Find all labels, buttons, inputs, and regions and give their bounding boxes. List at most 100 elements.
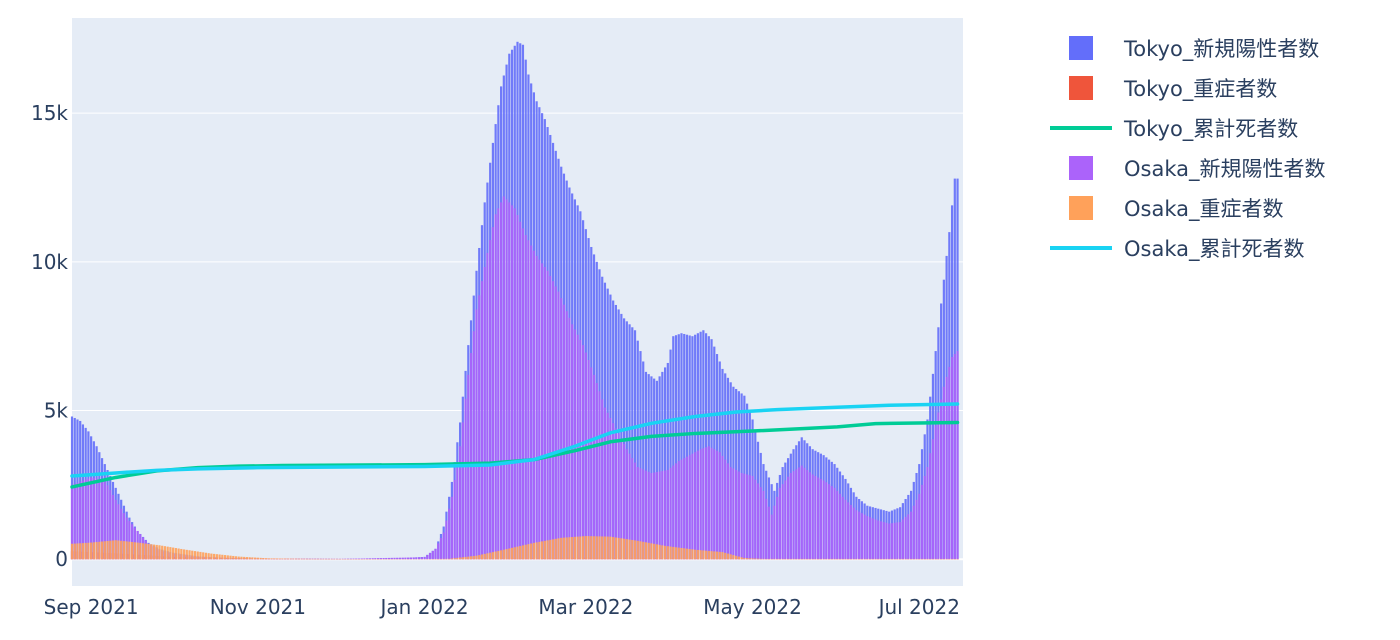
bar — [472, 331, 475, 560]
bar — [735, 555, 738, 560]
bar — [289, 558, 292, 560]
bar — [264, 558, 268, 560]
bar — [669, 546, 672, 560]
bar — [256, 557, 259, 560]
bar — [259, 557, 262, 560]
bar — [469, 556, 473, 560]
bar — [827, 484, 831, 560]
bar — [155, 544, 158, 560]
bar — [530, 245, 533, 560]
bar — [702, 448, 705, 560]
bar — [699, 331, 702, 560]
bar — [814, 475, 817, 560]
bar — [541, 541, 544, 560]
bar — [595, 383, 598, 560]
bar — [811, 474, 814, 560]
bar — [653, 543, 656, 560]
bar — [464, 398, 467, 560]
bar — [486, 553, 489, 560]
bar — [524, 544, 527, 560]
x-tick-label: Jul 2022 — [877, 595, 960, 619]
legend-item[interactable]: Tokyo_累計死者数 — [1050, 117, 1298, 142]
legend-item[interactable]: Tokyo_新規陽性者数 — [1069, 36, 1319, 62]
bar — [500, 202, 503, 560]
bar — [546, 540, 549, 560]
bar — [240, 556, 243, 560]
bar — [565, 537, 568, 560]
bar — [617, 537, 620, 560]
bar — [562, 537, 566, 560]
bar — [150, 544, 153, 560]
bar — [713, 449, 716, 560]
bar — [510, 547, 514, 560]
bar — [582, 345, 585, 560]
bar — [609, 536, 612, 560]
bar — [215, 554, 218, 560]
series-line — [70, 402, 960, 478]
bar — [456, 557, 459, 560]
bar — [650, 543, 653, 560]
bar — [773, 505, 776, 560]
bar — [453, 479, 456, 560]
bar — [111, 494, 115, 560]
bar — [459, 446, 462, 560]
bar — [762, 490, 765, 560]
bar — [475, 555, 478, 560]
legend-item[interactable]: Tokyo_重症者数 — [1069, 76, 1277, 102]
bar — [92, 478, 95, 560]
bar — [680, 333, 683, 560]
bar — [639, 351, 642, 560]
bar — [584, 352, 587, 560]
bar — [543, 540, 546, 560]
bar — [751, 558, 754, 560]
bar — [543, 267, 546, 560]
legend-item[interactable]: Osaka_新規陽性者数 — [1069, 156, 1326, 182]
bar — [909, 511, 913, 560]
bar — [617, 433, 620, 560]
legend[interactable]: Tokyo_新規陽性者数 Tokyo_重症者数 Tokyo_累計死者数 Osaka_新… — [1050, 36, 1326, 262]
legend-item[interactable]: Osaka_重症者数 — [1069, 196, 1284, 222]
bar — [694, 549, 697, 560]
bar — [715, 450, 719, 560]
bar — [661, 545, 664, 560]
y-tick-label: 10k — [31, 250, 68, 274]
legend-label: Tokyo_累計死者数 — [1123, 117, 1298, 142]
bar — [855, 510, 858, 560]
bar — [841, 496, 844, 560]
legend-item[interactable]: Osaka_累計死者数 — [1050, 237, 1305, 262]
bar — [896, 522, 899, 560]
bar — [98, 541, 101, 560]
bar — [229, 555, 232, 560]
bar — [210, 553, 213, 560]
bar — [625, 449, 628, 560]
bar — [636, 540, 639, 560]
bar — [393, 557, 396, 560]
bar — [475, 309, 478, 560]
bar — [273, 558, 276, 560]
bar — [202, 552, 205, 560]
bar — [590, 536, 593, 560]
bar — [284, 558, 287, 560]
bar — [453, 558, 456, 560]
bar — [360, 558, 363, 560]
bar — [568, 317, 571, 560]
bar — [568, 537, 571, 560]
bar — [833, 487, 836, 560]
bar — [672, 336, 675, 560]
bar — [825, 482, 828, 560]
bar — [560, 298, 563, 560]
bar — [748, 558, 751, 560]
bar — [70, 484, 74, 560]
bar — [554, 286, 557, 560]
bar — [560, 537, 563, 560]
bar — [434, 548, 437, 560]
bar — [491, 552, 494, 560]
bar — [792, 471, 795, 560]
bar — [688, 549, 691, 560]
bar — [100, 479, 104, 560]
bar — [152, 544, 156, 560]
bar — [644, 371, 648, 560]
bar — [858, 511, 861, 560]
bar — [519, 221, 522, 560]
bar — [688, 455, 691, 560]
